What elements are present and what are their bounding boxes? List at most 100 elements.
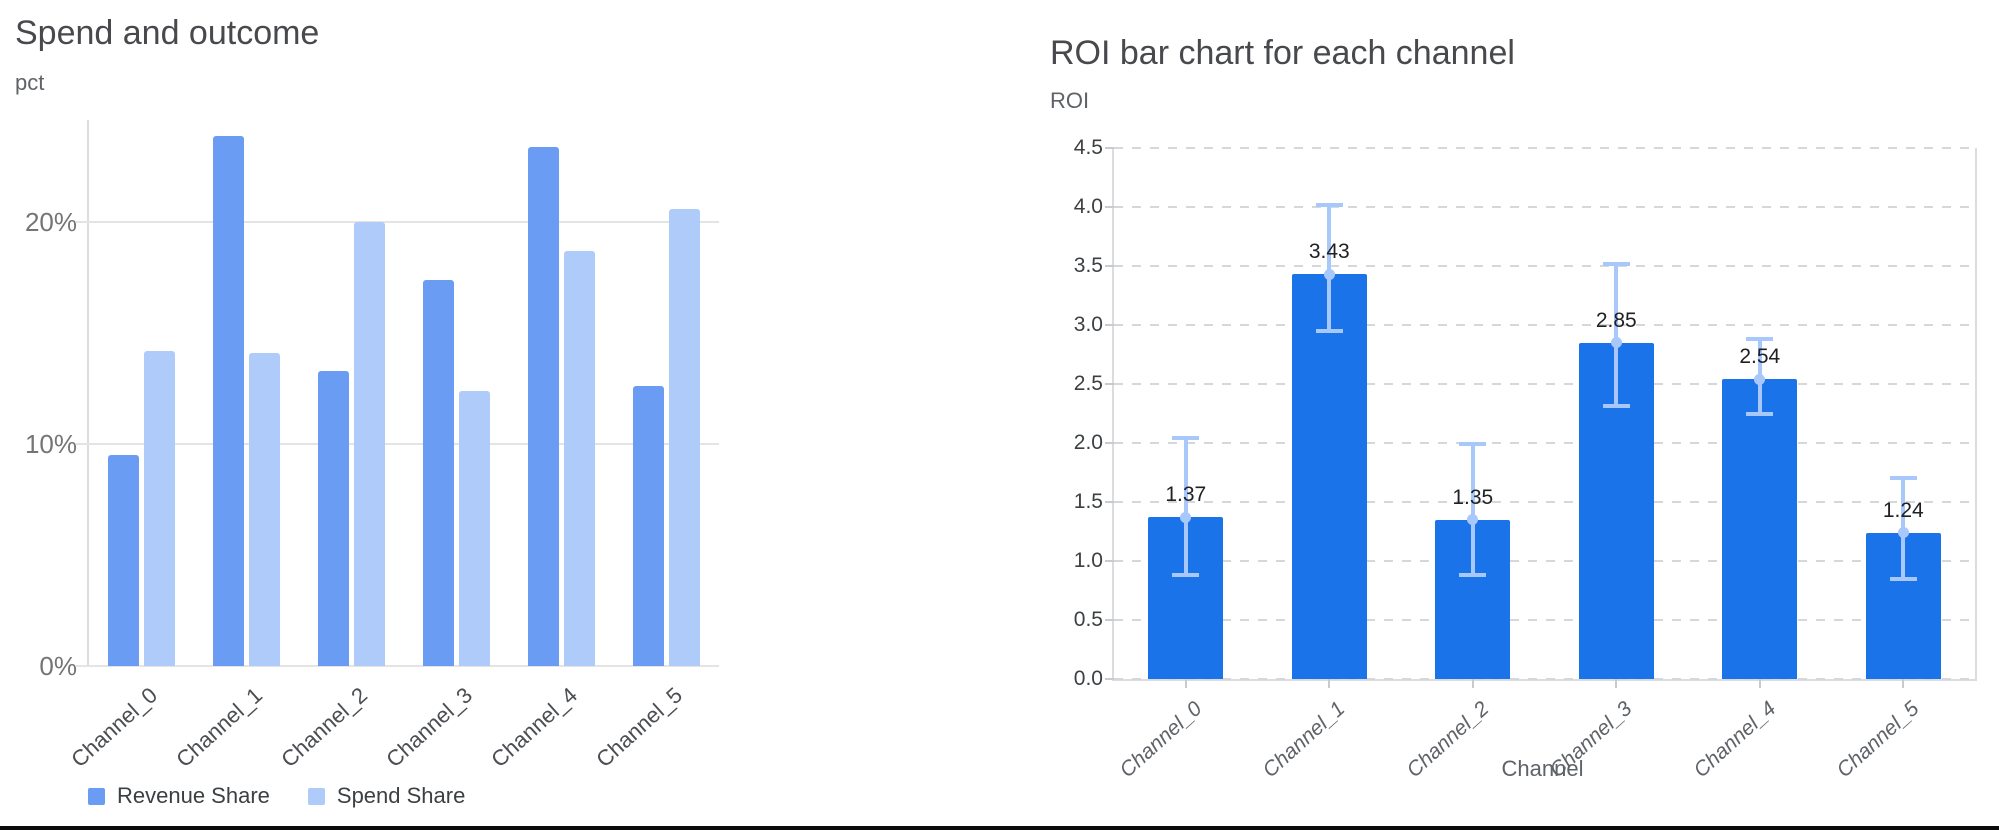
roi-title: ROI bar chart for each channel <box>1050 34 1515 72</box>
x-axis-tick-mark <box>1902 679 1905 688</box>
bar-group-channel_1 <box>194 120 299 666</box>
bar-revenue-share-channel_4 <box>528 146 559 666</box>
y-axis-tick-label: 1.0 <box>1073 549 1103 572</box>
y-axis-tick-label: 4.0 <box>1073 195 1103 218</box>
x-axis-tick-mark <box>1758 679 1761 688</box>
y-axis-tick-label: 0% <box>39 651 77 681</box>
y-axis-tick-mark <box>1105 442 1114 444</box>
error-bar-cap-bottom <box>1746 411 1774 416</box>
error-bar-line <box>1327 204 1332 331</box>
bar-group-channel_2 <box>299 120 404 666</box>
error-bar-cap-bottom <box>1315 328 1343 333</box>
bar-group-channel_3 <box>404 120 509 666</box>
y-axis-tick-mark <box>1105 678 1114 680</box>
spend-outcome-title: Spend and outcome <box>15 14 320 52</box>
grid-line <box>1114 324 1975 326</box>
x-axis-tick-mark <box>1184 679 1187 688</box>
y-axis-tick-mark <box>1105 560 1114 562</box>
legend-swatch-icon <box>88 787 105 805</box>
bar-value-label: 1.37 <box>1165 483 1207 507</box>
error-bar-cap-top <box>1746 337 1774 342</box>
bar-revenue-share-channel_1 <box>213 135 244 666</box>
grid-line <box>1114 560 1975 562</box>
grid-line <box>1114 147 1975 149</box>
y-axis-tick-mark <box>1105 265 1114 267</box>
legend-item-revenue-share: Revenue Share <box>88 783 270 809</box>
legend-swatch-icon <box>307 787 325 805</box>
error-bar-line <box>1614 263 1619 407</box>
roi-plot-area: 0.0 0.5 1.0 1.5 2.0 2.5 3.0 3.5 4.0 4.5 1.37 Channe… <box>1074 136 1977 782</box>
grid-line <box>76 665 719 667</box>
x-axis-tick-label: Channel_3 <box>380 682 477 773</box>
right-y-axis-unit: ROI <box>1050 88 1090 113</box>
bar-group-channel_5 <box>614 120 719 666</box>
legend-label: Spend Share <box>336 783 466 808</box>
x-axis-tick-mark <box>1471 679 1474 688</box>
bar-value-label: 3.43 <box>1308 240 1350 264</box>
error-bar-cap-bottom <box>1459 573 1487 578</box>
bar-spend-share-channel_1 <box>249 353 280 666</box>
error-bar-mean-dot <box>1323 268 1335 280</box>
y-axis-tick-label: 1.5 <box>1073 490 1103 513</box>
y-axis-tick-mark <box>1105 147 1114 149</box>
bar-value-label: 1.35 <box>1452 485 1494 509</box>
grid-line <box>1114 442 1975 444</box>
y-axis-tick-mark <box>1105 501 1114 503</box>
error-bar-line <box>1470 444 1475 576</box>
bar-spend-share-channel_4 <box>564 250 595 666</box>
left-y-axis-unit: pct <box>15 70 45 95</box>
error-bar-mean-dot <box>1610 337 1622 349</box>
bar-revenue-share-channel_3 <box>423 279 454 666</box>
y-axis-tick-label: 2.0 <box>1073 431 1103 454</box>
bar-revenue-share-channel_2 <box>318 370 349 666</box>
error-bar-mean-dot <box>1467 514 1479 526</box>
bar-revenue-share-channel_0 <box>108 455 139 666</box>
y-axis-tick-label: 20% <box>24 207 77 238</box>
y-axis-tick-label: 0.0 <box>1073 667 1103 690</box>
chart-legend: Revenue Share Spend Share <box>88 783 465 809</box>
error-bar-cap-top <box>1602 261 1630 266</box>
y-axis-tick-label: 4.5 <box>1073 136 1103 159</box>
y-axis-tick-label: 3.5 <box>1073 254 1103 277</box>
error-bar-mean-dot <box>1180 511 1192 523</box>
y-axis-tick-mark <box>1105 206 1114 208</box>
y-axis-tick-mark <box>1105 383 1114 385</box>
bar-revenue-share-channel_5 <box>633 386 664 666</box>
x-axis-tick-mark <box>1615 679 1618 688</box>
bottom-divider-rule <box>0 826 1999 830</box>
bar-value-label: 2.54 <box>1739 345 1781 369</box>
x-axis-tick-label: Channel_2 <box>275 682 372 773</box>
bar-spend-share-channel_3 <box>459 390 490 666</box>
bar-spend-share-channel_2 <box>354 222 385 666</box>
error-bar-mean-dot <box>1754 373 1766 385</box>
grid-line <box>1114 383 1975 385</box>
grid-line <box>76 221 719 224</box>
error-bar-line <box>1183 438 1188 576</box>
y-axis-tick-label: 10% <box>24 429 77 460</box>
bar-roi-channel_4 <box>1722 379 1798 679</box>
roi-chart: ROI bar chart for each channel ROI 0.0 0.… <box>1050 0 1999 838</box>
legend-item-spend-share: Spend Share <box>307 783 466 809</box>
grid-line <box>1114 206 1975 208</box>
bar-spend-share-channel_5 <box>669 208 700 666</box>
error-bar-cap-top <box>1172 436 1200 441</box>
y-axis-tick-mark <box>1105 619 1114 621</box>
x-axis-tick-label: Channel_5 <box>590 682 687 773</box>
grid-line <box>1114 678 1975 680</box>
error-bar-cap-bottom <box>1889 576 1917 581</box>
bar-group-channel_4 <box>509 120 614 666</box>
grid-line <box>1114 619 1975 621</box>
x-axis-tick-label: Channel_0 <box>65 682 162 773</box>
bar-group-channel_0 <box>89 120 194 666</box>
error-bar-cap-top <box>1889 476 1917 481</box>
right-x-axis-title: Channel <box>1501 756 1584 781</box>
y-axis-tick-label: 2.5 <box>1073 372 1103 395</box>
x-axis-tick-label: Channel_4 <box>485 682 582 773</box>
spend-outcome-plot-area: 0% 10% 20% Channel_0 Channel_1 Channel_2 Chann… <box>25 120 719 772</box>
bar-value-label: 2.85 <box>1595 308 1637 332</box>
legend-label: Revenue Share <box>117 783 270 808</box>
bar-value-label: 1.24 <box>1882 498 1924 522</box>
x-axis-tick-label: Channel_1 <box>170 682 267 773</box>
grid-line <box>76 443 719 446</box>
